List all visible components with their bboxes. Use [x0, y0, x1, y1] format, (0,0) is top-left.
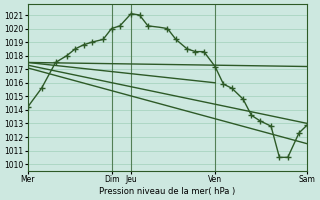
X-axis label: Pression niveau de la mer( hPa ): Pression niveau de la mer( hPa ): [100, 187, 236, 196]
